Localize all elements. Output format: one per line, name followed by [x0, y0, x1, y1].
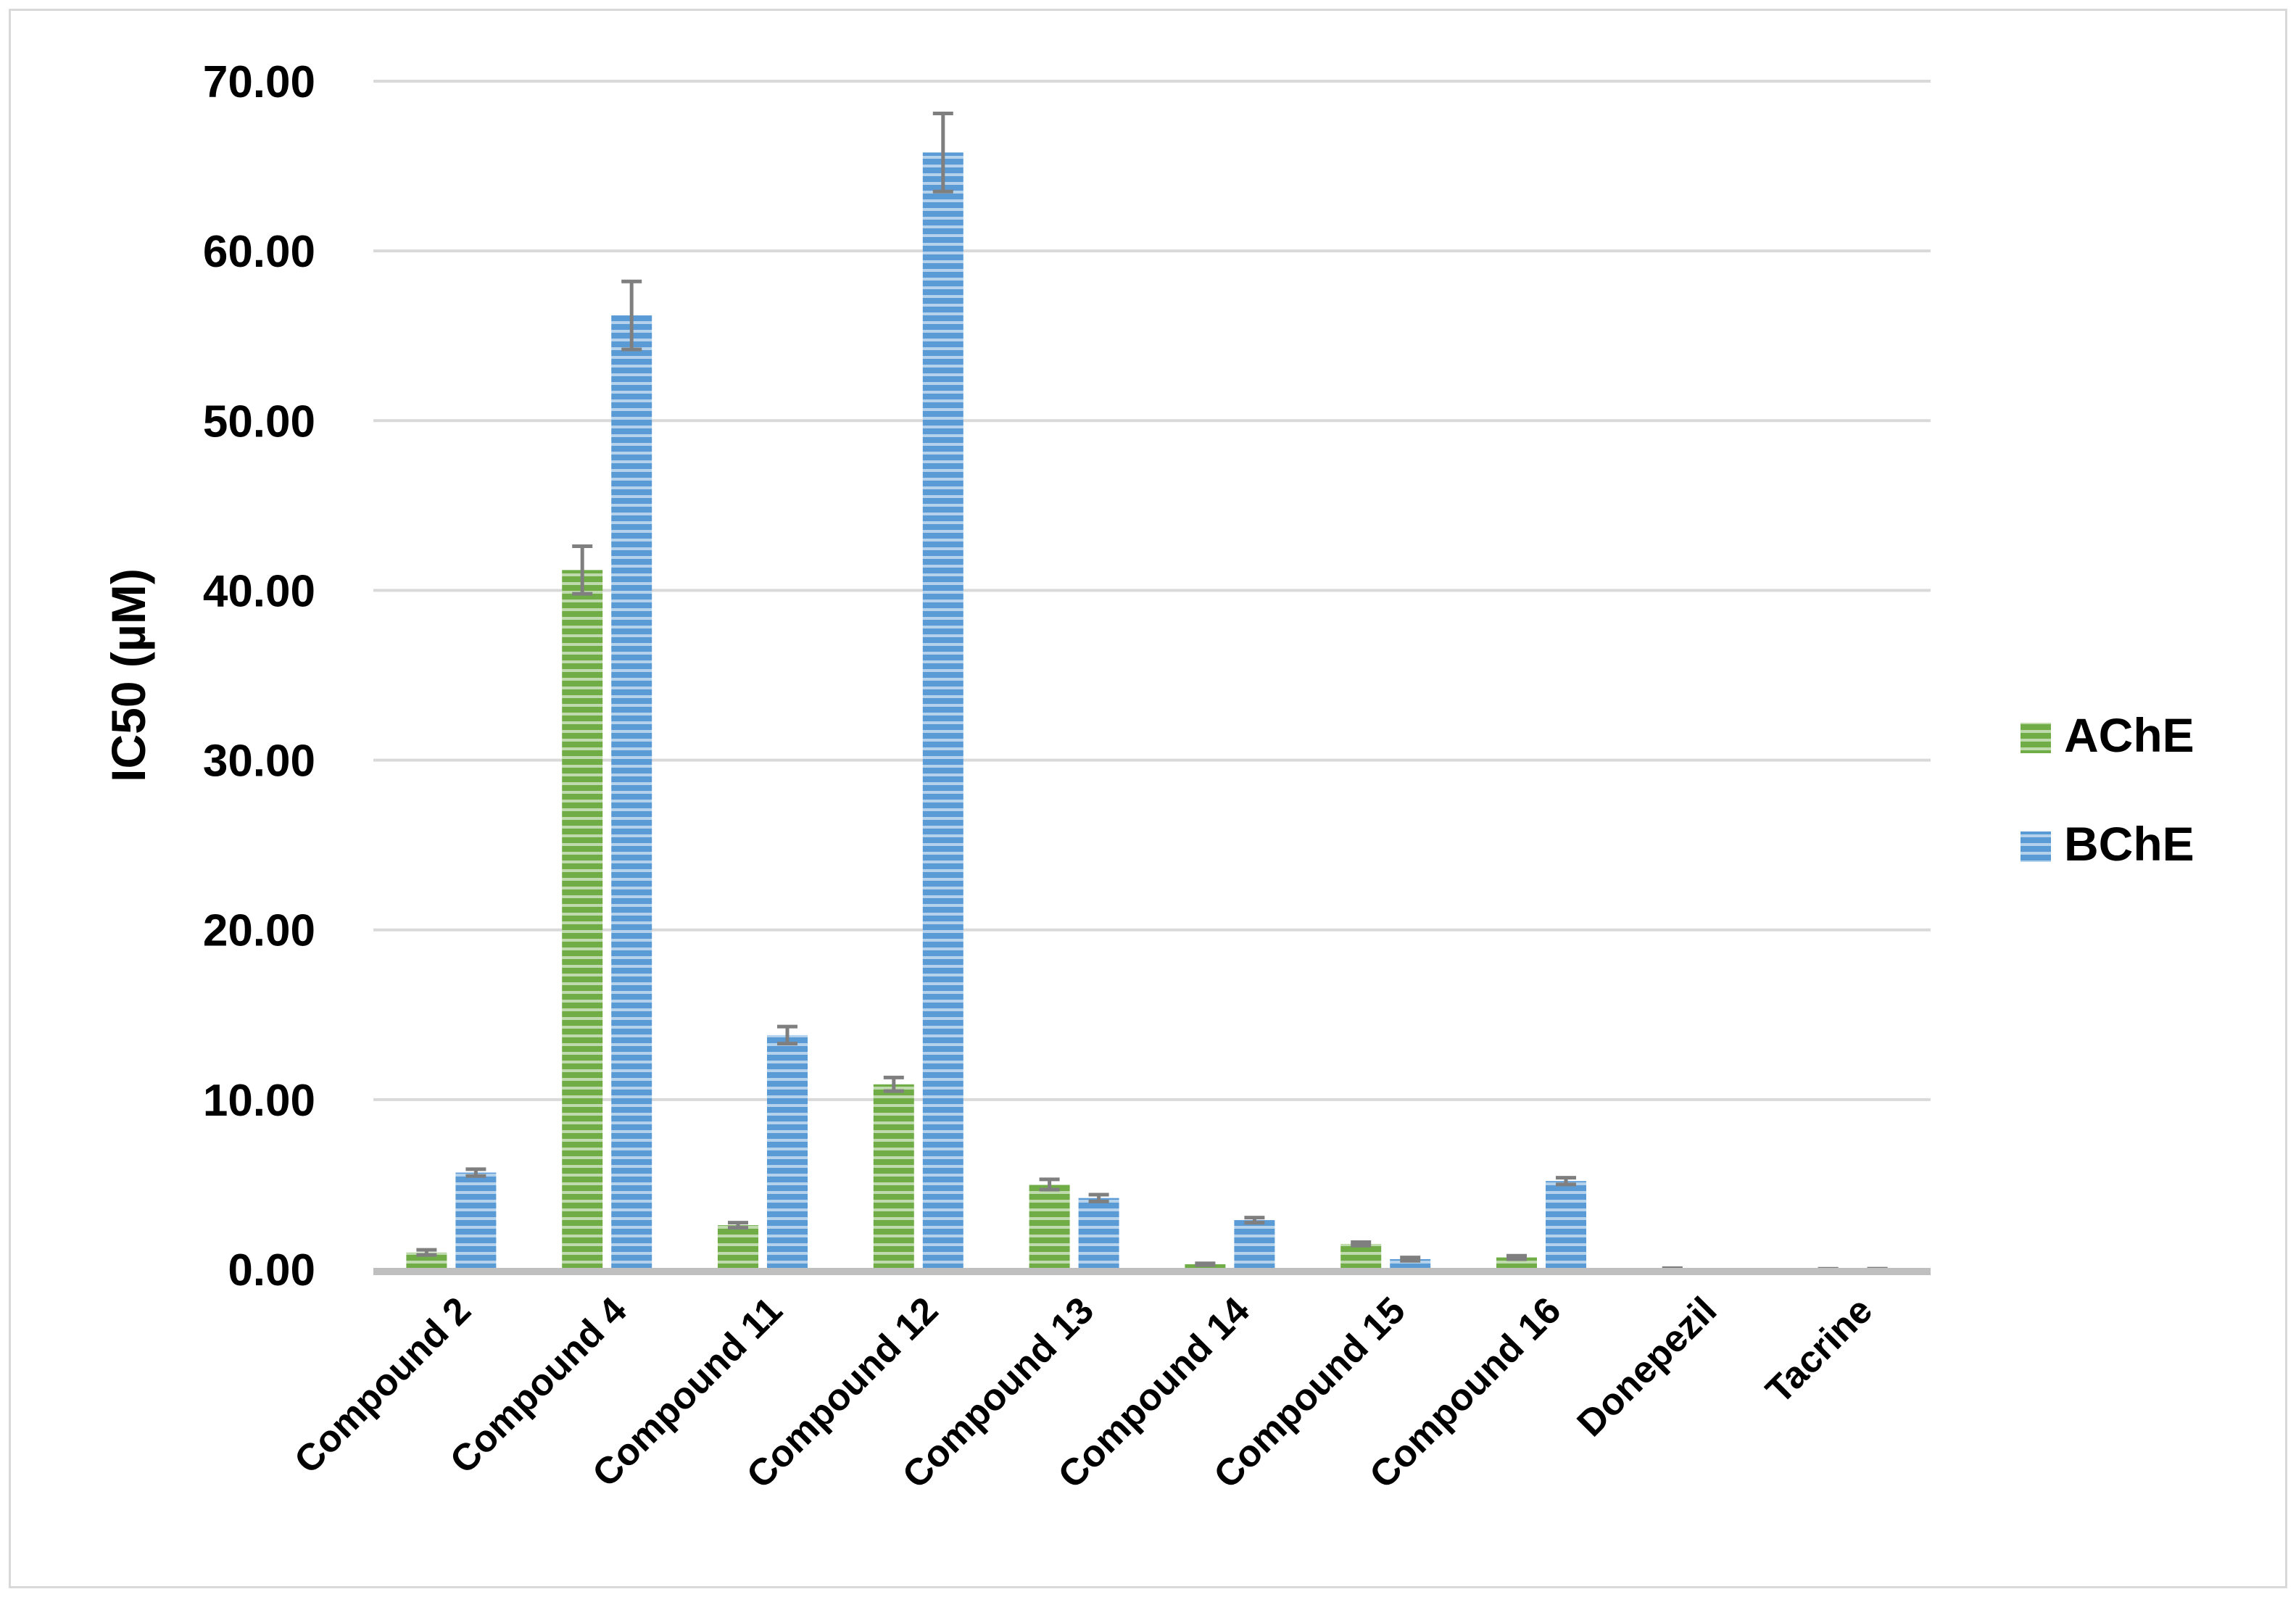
error-bar [621, 279, 642, 352]
error-bar [416, 1248, 437, 1257]
legend-label-ache: AChE [2064, 708, 2195, 762]
error-bar [1195, 1261, 1216, 1267]
error-bar [1244, 1216, 1265, 1225]
x-tick-label: Donepezil [1570, 1289, 1725, 1445]
error-bar [728, 1221, 748, 1230]
legend-swatch-ache [2021, 723, 2051, 753]
error-bar [777, 1024, 797, 1046]
bar-bche-8 [1546, 1181, 1586, 1269]
error-bar [572, 544, 593, 596]
bar-ache-4 [873, 1084, 914, 1269]
legend: AChE BChE [2021, 708, 2195, 871]
y-tick-label: 10.00 [203, 1076, 315, 1126]
error-bar [1400, 1256, 1421, 1263]
error-bar [1507, 1253, 1527, 1261]
labels: 0.0010.0020.0030.0040.0050.0060.0070.00C… [101, 57, 1881, 1497]
y-tick-label: 0.00 [228, 1245, 315, 1295]
bar-ache-5 [1029, 1184, 1070, 1269]
error-bar [932, 111, 953, 194]
y-tick-label: 60.00 [203, 227, 315, 277]
bar-bche-5 [1078, 1198, 1119, 1269]
error-bar [1556, 1176, 1576, 1187]
bar-bche-3 [767, 1034, 808, 1269]
x-tick-label: Tacrine [1758, 1289, 1881, 1411]
y-tick-label: 70.00 [203, 57, 315, 107]
bar-bche-4 [922, 152, 963, 1270]
y-tick-label: 40.00 [203, 566, 315, 616]
bar-ache-2 [562, 570, 603, 1269]
bar-chart: 0.0010.0020.0030.0040.0050.0060.0070.00C… [101, 57, 2195, 1497]
bar-bche-6 [1234, 1220, 1275, 1269]
bar-ache-7 [1340, 1243, 1382, 1269]
y-tick-label: 20.00 [203, 906, 315, 956]
y-tick-label: 50.00 [203, 397, 315, 447]
error-bar [465, 1167, 486, 1178]
bar-bche-1 [455, 1172, 497, 1269]
bar-ache-3 [718, 1225, 758, 1269]
error-bar [1088, 1192, 1109, 1203]
error-bar [1351, 1240, 1372, 1248]
y-tick-label: 30.00 [203, 737, 315, 787]
bars [406, 152, 1898, 1270]
chart-frame: 0.00 10.00 20.00 30.00 40.00 50.00 60.00 70.00 C… [9, 9, 2287, 1588]
bar-bche-2 [611, 315, 652, 1269]
y-axis-title: IC50 (µM) [101, 568, 155, 782]
error-bar [883, 1075, 904, 1093]
legend-swatch-bche [2021, 831, 2051, 862]
gridlines [373, 80, 1931, 1101]
error-bar [1039, 1177, 1060, 1192]
legend-label-bche: BChE [2064, 817, 2195, 871]
